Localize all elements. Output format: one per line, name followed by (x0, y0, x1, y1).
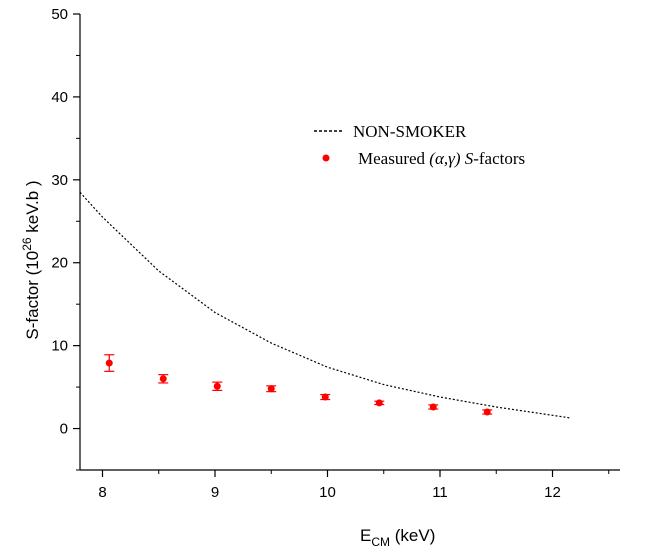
y-tick-label: 20 (51, 255, 68, 272)
legend-label-measured: Measured (α,γ) S-factors (358, 149, 525, 168)
measured-data-point (375, 399, 383, 407)
measured-data-point (483, 408, 491, 416)
x-tick-label: 9 (211, 484, 219, 501)
x-axis-ticks: 8 9 10 11 12 (98, 470, 610, 501)
y-tick-label: 50 (51, 6, 68, 23)
measured-data-point (105, 359, 113, 367)
series-layer (79, 191, 570, 419)
x-tick-label: 8 (98, 484, 106, 501)
y-tick-label: 40 (51, 89, 68, 106)
y-axis-title: S-factor (1026 keV.b ) (20, 180, 42, 339)
x-tick-label: 12 (544, 484, 561, 501)
y-tick-label: 10 (51, 338, 68, 355)
legend-label-non-smoker: NON-SMOKER (353, 122, 467, 141)
y-axis-ticks: 0 10 20 30 40 50 (51, 6, 80, 471)
measured-data-point (267, 385, 275, 393)
x-axis-title: ECM (keV) (360, 526, 435, 549)
plot-frame (79, 14, 620, 471)
measured-data-point (429, 403, 437, 411)
y-tick-label: 30 (51, 172, 68, 189)
x-tick-label: 10 (319, 484, 336, 501)
y-tick-label: 0 (60, 421, 68, 438)
non-smoker-curve (79, 191, 570, 419)
legend: NON-SMOKER Measured (α,γ) S-factors (314, 122, 525, 168)
measured-data-point (159, 375, 167, 383)
x-tick-label: 11 (432, 484, 448, 501)
legend-marker-measured (322, 154, 330, 162)
measured-data-point (213, 382, 221, 390)
measured-data-point (321, 393, 329, 401)
